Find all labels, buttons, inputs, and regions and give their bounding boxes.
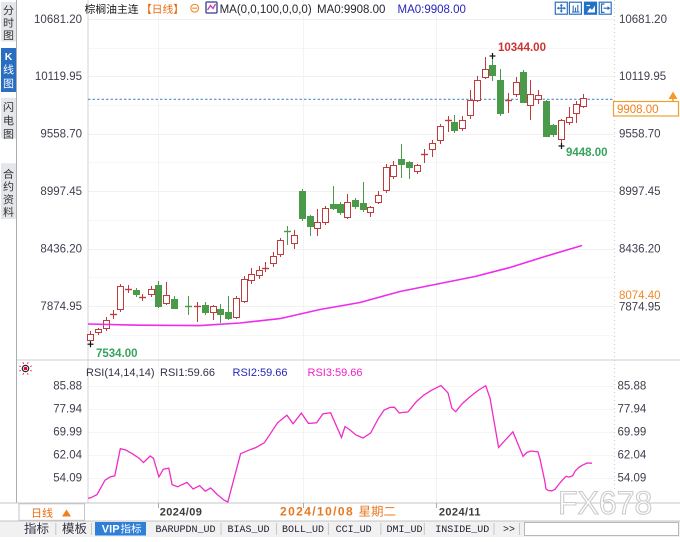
svg-text:>>: >>	[503, 525, 515, 536]
svg-text:10119.95: 10119.95	[35, 71, 82, 83]
svg-text:RSI3:59.66: RSI3:59.66	[308, 367, 363, 379]
svg-text:MA(0,0,100,0,0,0): MA(0,0,100,0,0,0)	[220, 4, 312, 16]
svg-text:MA0:9908.00: MA0:9908.00	[398, 4, 466, 16]
svg-text:69.99: 69.99	[618, 427, 647, 439]
svg-text:62.04: 62.04	[618, 450, 647, 462]
svg-text:8074.40: 8074.40	[619, 290, 661, 302]
svg-text:62.04: 62.04	[53, 450, 82, 462]
svg-text:FX678: FX678	[558, 485, 652, 521]
svg-text:8436.20: 8436.20	[40, 243, 82, 255]
svg-text:9448.00: 9448.00	[566, 147, 608, 159]
svg-text:2024/10/08: 2024/10/08	[280, 505, 354, 519]
svg-text:7534.00: 7534.00	[96, 348, 138, 360]
svg-text:77.94: 77.94	[53, 404, 82, 416]
svg-text:INSIDE_UD: INSIDE_UD	[435, 525, 489, 536]
svg-text:RSI2:59.66: RSI2:59.66	[233, 367, 288, 379]
svg-text:85.88: 85.88	[618, 381, 647, 393]
svg-text:BARUPDN_UD: BARUPDN_UD	[155, 525, 215, 536]
svg-text:10344.00: 10344.00	[498, 42, 546, 54]
svg-text:DMI_UD: DMI_UD	[386, 525, 422, 536]
svg-text:69.99: 69.99	[53, 427, 82, 439]
svg-text:CCI_UD: CCI_UD	[336, 525, 372, 536]
svg-text:2024/09: 2024/09	[160, 507, 203, 519]
svg-text:10681.20: 10681.20	[619, 14, 667, 26]
svg-text:54.09: 54.09	[618, 473, 647, 485]
svg-text:MA0:9908.00: MA0:9908.00	[317, 4, 385, 16]
svg-text:77.94: 77.94	[618, 404, 647, 416]
svg-text:9558.70: 9558.70	[619, 129, 661, 141]
svg-text:9908.00: 9908.00	[617, 104, 659, 116]
svg-text:2024/11: 2024/11	[439, 507, 481, 519]
svg-text:RSI(14,14,14): RSI(14,14,14)	[86, 367, 154, 379]
svg-text:8997.45: 8997.45	[619, 186, 661, 198]
svg-text:8436.20: 8436.20	[619, 243, 661, 255]
svg-text:VIP: VIP	[102, 524, 120, 536]
svg-text:RSI1:59.66: RSI1:59.66	[160, 367, 215, 379]
svg-text:7874.95: 7874.95	[40, 301, 82, 313]
svg-text:85.88: 85.88	[53, 381, 82, 393]
svg-text:BIAS_UD: BIAS_UD	[227, 525, 269, 536]
svg-text:K: K	[5, 51, 13, 63]
svg-text:7874.95: 7874.95	[619, 302, 661, 314]
svg-text:10119.95: 10119.95	[619, 71, 666, 83]
svg-text:9558.70: 9558.70	[40, 129, 82, 141]
svg-text:BOLL_UD: BOLL_UD	[282, 525, 324, 536]
svg-text:10681.20: 10681.20	[34, 14, 82, 26]
svg-text:54.09: 54.09	[53, 473, 82, 485]
svg-text:8997.45: 8997.45	[40, 186, 82, 198]
